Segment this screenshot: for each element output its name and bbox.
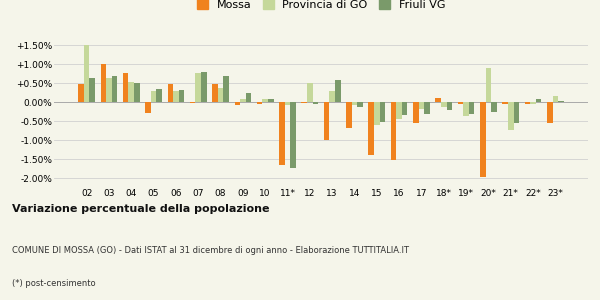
Bar: [123, 73, 128, 103]
Bar: [257, 103, 262, 104]
Bar: [106, 78, 112, 103]
Bar: [268, 99, 274, 103]
Bar: [391, 103, 397, 160]
Text: (*) post-censimento: (*) post-censimento: [12, 279, 95, 288]
Bar: [245, 93, 251, 103]
Bar: [368, 103, 374, 155]
Bar: [480, 103, 485, 176]
Bar: [352, 103, 357, 105]
Bar: [485, 68, 491, 103]
Bar: [179, 90, 184, 103]
Bar: [553, 96, 558, 103]
Bar: [235, 103, 240, 105]
Bar: [78, 84, 84, 103]
Bar: [469, 103, 475, 114]
Bar: [413, 103, 419, 123]
Bar: [157, 89, 162, 103]
Text: Variazione percentuale della popolazione: Variazione percentuale della popolazione: [12, 204, 269, 214]
Bar: [419, 103, 424, 109]
Bar: [424, 103, 430, 114]
Bar: [524, 103, 530, 104]
Bar: [346, 103, 352, 128]
Bar: [201, 72, 206, 103]
Bar: [167, 84, 173, 103]
Bar: [89, 78, 95, 103]
Bar: [145, 103, 151, 113]
Bar: [151, 91, 157, 103]
Bar: [112, 76, 118, 103]
Bar: [329, 91, 335, 103]
Bar: [514, 103, 519, 123]
Bar: [313, 103, 318, 104]
Bar: [536, 99, 541, 103]
Bar: [491, 103, 497, 112]
Bar: [446, 103, 452, 110]
Bar: [101, 64, 106, 103]
Bar: [307, 83, 313, 103]
Bar: [380, 103, 385, 122]
Bar: [285, 103, 290, 106]
Bar: [441, 103, 446, 107]
Bar: [218, 88, 223, 103]
Bar: [240, 99, 245, 103]
Bar: [335, 80, 341, 103]
Bar: [324, 103, 329, 140]
Bar: [508, 103, 514, 130]
Bar: [84, 46, 89, 103]
Bar: [530, 103, 536, 104]
Bar: [212, 84, 218, 103]
Bar: [196, 73, 201, 103]
Bar: [397, 103, 402, 119]
Bar: [134, 83, 140, 103]
Bar: [357, 103, 363, 107]
Bar: [374, 103, 380, 125]
Bar: [279, 103, 285, 165]
Bar: [223, 76, 229, 103]
Text: COMUNE DI MOSSA (GO) - Dati ISTAT al 31 dicembre di ogni anno - Elaborazione TUT: COMUNE DI MOSSA (GO) - Dati ISTAT al 31 …: [12, 246, 409, 255]
Bar: [128, 82, 134, 103]
Bar: [173, 91, 179, 103]
Bar: [402, 103, 407, 115]
Bar: [558, 100, 564, 103]
Legend: Mossa, Provincia di GO, Friuli VG: Mossa, Provincia di GO, Friuli VG: [194, 0, 448, 12]
Bar: [547, 103, 553, 123]
Bar: [262, 99, 268, 103]
Bar: [463, 103, 469, 116]
Bar: [436, 98, 441, 103]
Bar: [290, 103, 296, 168]
